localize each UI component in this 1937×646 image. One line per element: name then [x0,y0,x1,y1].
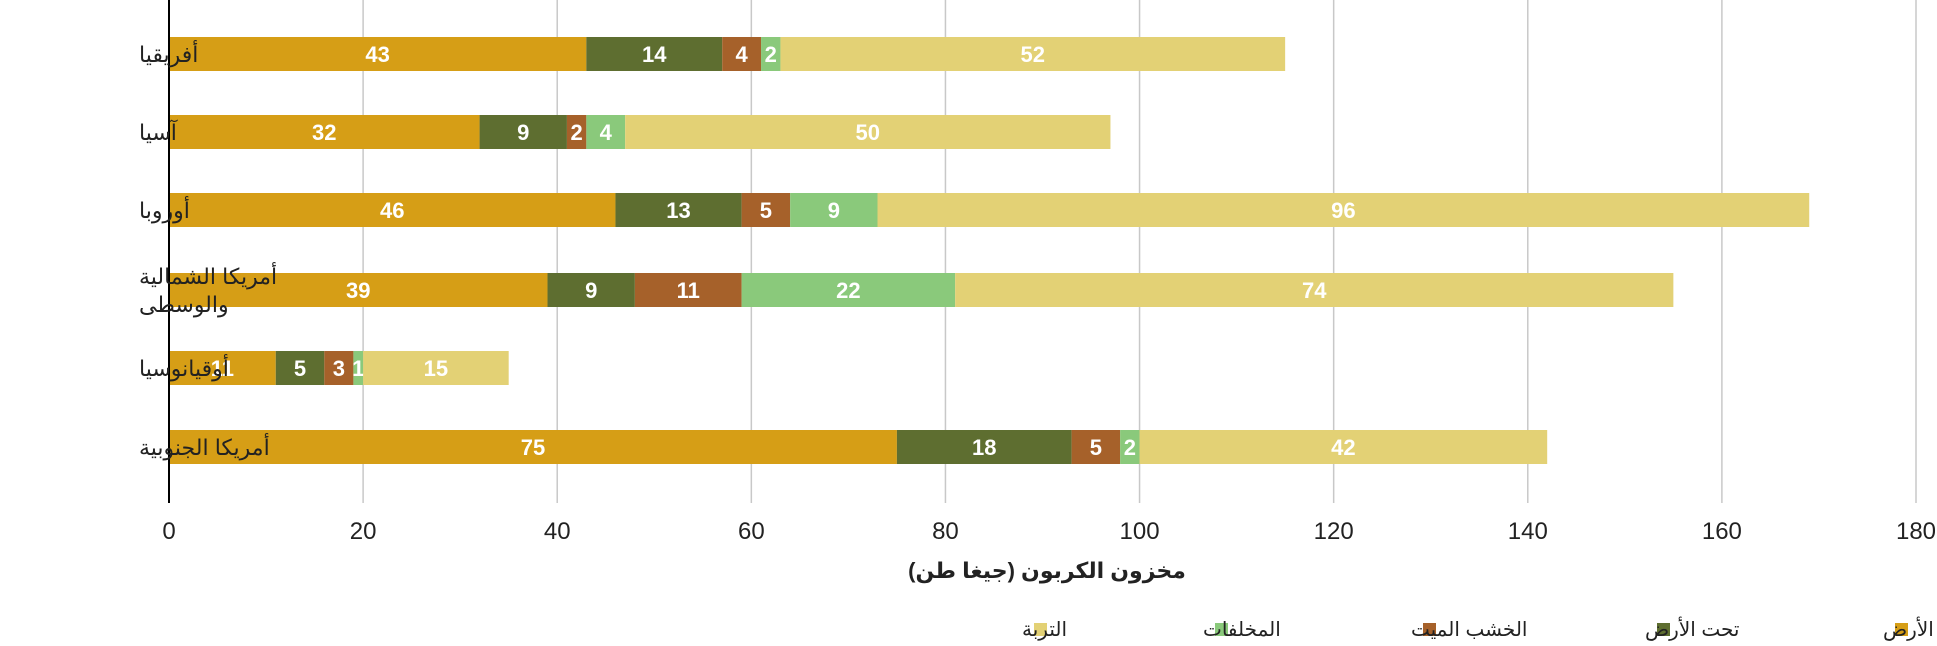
bar-segment [586,37,723,71]
bar-value-label: 22 [836,278,860,303]
bar-value-label: 2 [765,42,777,67]
bar-value-label: 5 [1090,435,1102,460]
bar-value-label: 5 [294,356,306,381]
legend-label: التربة [1022,619,1067,641]
x-tick-label: 0 [162,518,175,545]
bar-value-label: 32 [312,120,336,145]
bar-value-label: 96 [1331,198,1355,223]
legend-label: الخشب الميت [1411,619,1527,641]
legend-swatch [1034,623,1047,636]
bar-segment [634,273,742,307]
bar-segment [479,115,567,149]
bar-segment [169,37,587,71]
legend-swatch [1215,623,1228,636]
category-label: آسيا [139,119,178,145]
bar-segment [896,430,1072,464]
bar-value-label: 43 [365,42,389,67]
bar-value-label: 18 [972,435,996,460]
bar-segment [761,37,781,71]
bar-value-label: 39 [346,278,370,303]
bar-segment [169,430,897,464]
bar-value-label: 13 [666,198,690,223]
legend-label: فوق الأرض [1883,617,1937,641]
legend-label: المخلفات [1203,619,1281,641]
legend-swatch [1423,623,1436,636]
bar-segment [722,37,762,71]
bar-value-label: 4 [600,120,613,145]
x-tick-labels: 0 20 40 60 80 100 120 140 160 180 [162,518,1936,545]
bar-segment [324,351,354,385]
category-label: أفريقيا [139,40,198,67]
x-axis-title: مخزون الكربون (جيغا طن) [908,558,1186,584]
bar-value-label: 3 [333,356,345,381]
bar-segment [169,351,276,385]
bar-segment [566,115,587,149]
bar-segment [586,115,626,149]
bar-value-label: 5 [760,198,772,223]
bar-value-label: 50 [856,120,880,145]
legend-swatch [1657,623,1670,636]
bar-segment [1120,430,1140,464]
bar-segment [741,193,791,227]
legend-label: تحت الأرض [1645,617,1739,641]
category-label: أوقيانوسيا [139,354,229,381]
bar-segment [625,115,1111,149]
bar-value-label: 42 [1331,435,1355,460]
bar-value-label: 9 [517,120,529,145]
x-tick-label: 60 [738,518,765,545]
category-labels: أفريقيا آسيا أوروبا أمريكا الشمالية والوسطى أ… [139,40,277,460]
bar-segment [1071,430,1121,464]
bar-value-label: 9 [828,198,840,223]
bar-segment [741,273,956,307]
x-tick-label: 180 [1896,518,1936,545]
bar-segment [169,115,480,149]
bar-segment [169,193,616,227]
category-label: والوسطى [139,292,229,317]
bar-value-label: 75 [521,435,545,460]
bar-value-label: 1 [352,356,364,381]
bar-segment [780,37,1286,71]
bar-segment [615,193,742,227]
bar-value-label: 15 [424,356,448,381]
legend-swatch [1895,623,1908,636]
bar-segment [1139,430,1548,464]
x-tick-label: 160 [1702,518,1742,545]
bar-value-label: 9 [585,278,597,303]
x-tick-label: 140 [1508,518,1548,545]
x-tick-label: 120 [1314,518,1354,545]
x-tick-label: 40 [544,518,571,545]
bar-segment [169,273,548,307]
bar-segment [790,193,878,227]
bar-segment [955,273,1674,307]
bar-segment [547,273,635,307]
category-label: أمريكا الجنوبية [139,433,270,460]
bar-value-label: 52 [1021,42,1045,67]
bar-value-label: 74 [1302,278,1327,303]
bar-value-label: 14 [642,42,667,67]
x-tick-label: 20 [350,518,377,545]
bar-segment [363,351,509,385]
category-label: أوروبا [139,196,190,223]
bar-value-label: 2 [1124,435,1136,460]
bar-segment [877,193,1810,227]
grid-lines [362,0,1917,503]
bar-segment [275,351,325,385]
bar-value-label: 11 [211,356,234,381]
bar-value-label: 11 [677,278,700,303]
category-label: أمريكا الشمالية [139,262,277,289]
bar-value-label: 4 [736,42,749,67]
bar-value-label: 2 [571,120,583,145]
bar-value-label: 46 [380,198,404,223]
bar-segment [353,351,364,385]
x-tick-label: 80 [932,518,959,545]
x-tick-label: 100 [1120,518,1160,545]
legend: فوق الأرض تحت الأرض الخشب الميت المخلفات الت… [1022,617,1937,641]
